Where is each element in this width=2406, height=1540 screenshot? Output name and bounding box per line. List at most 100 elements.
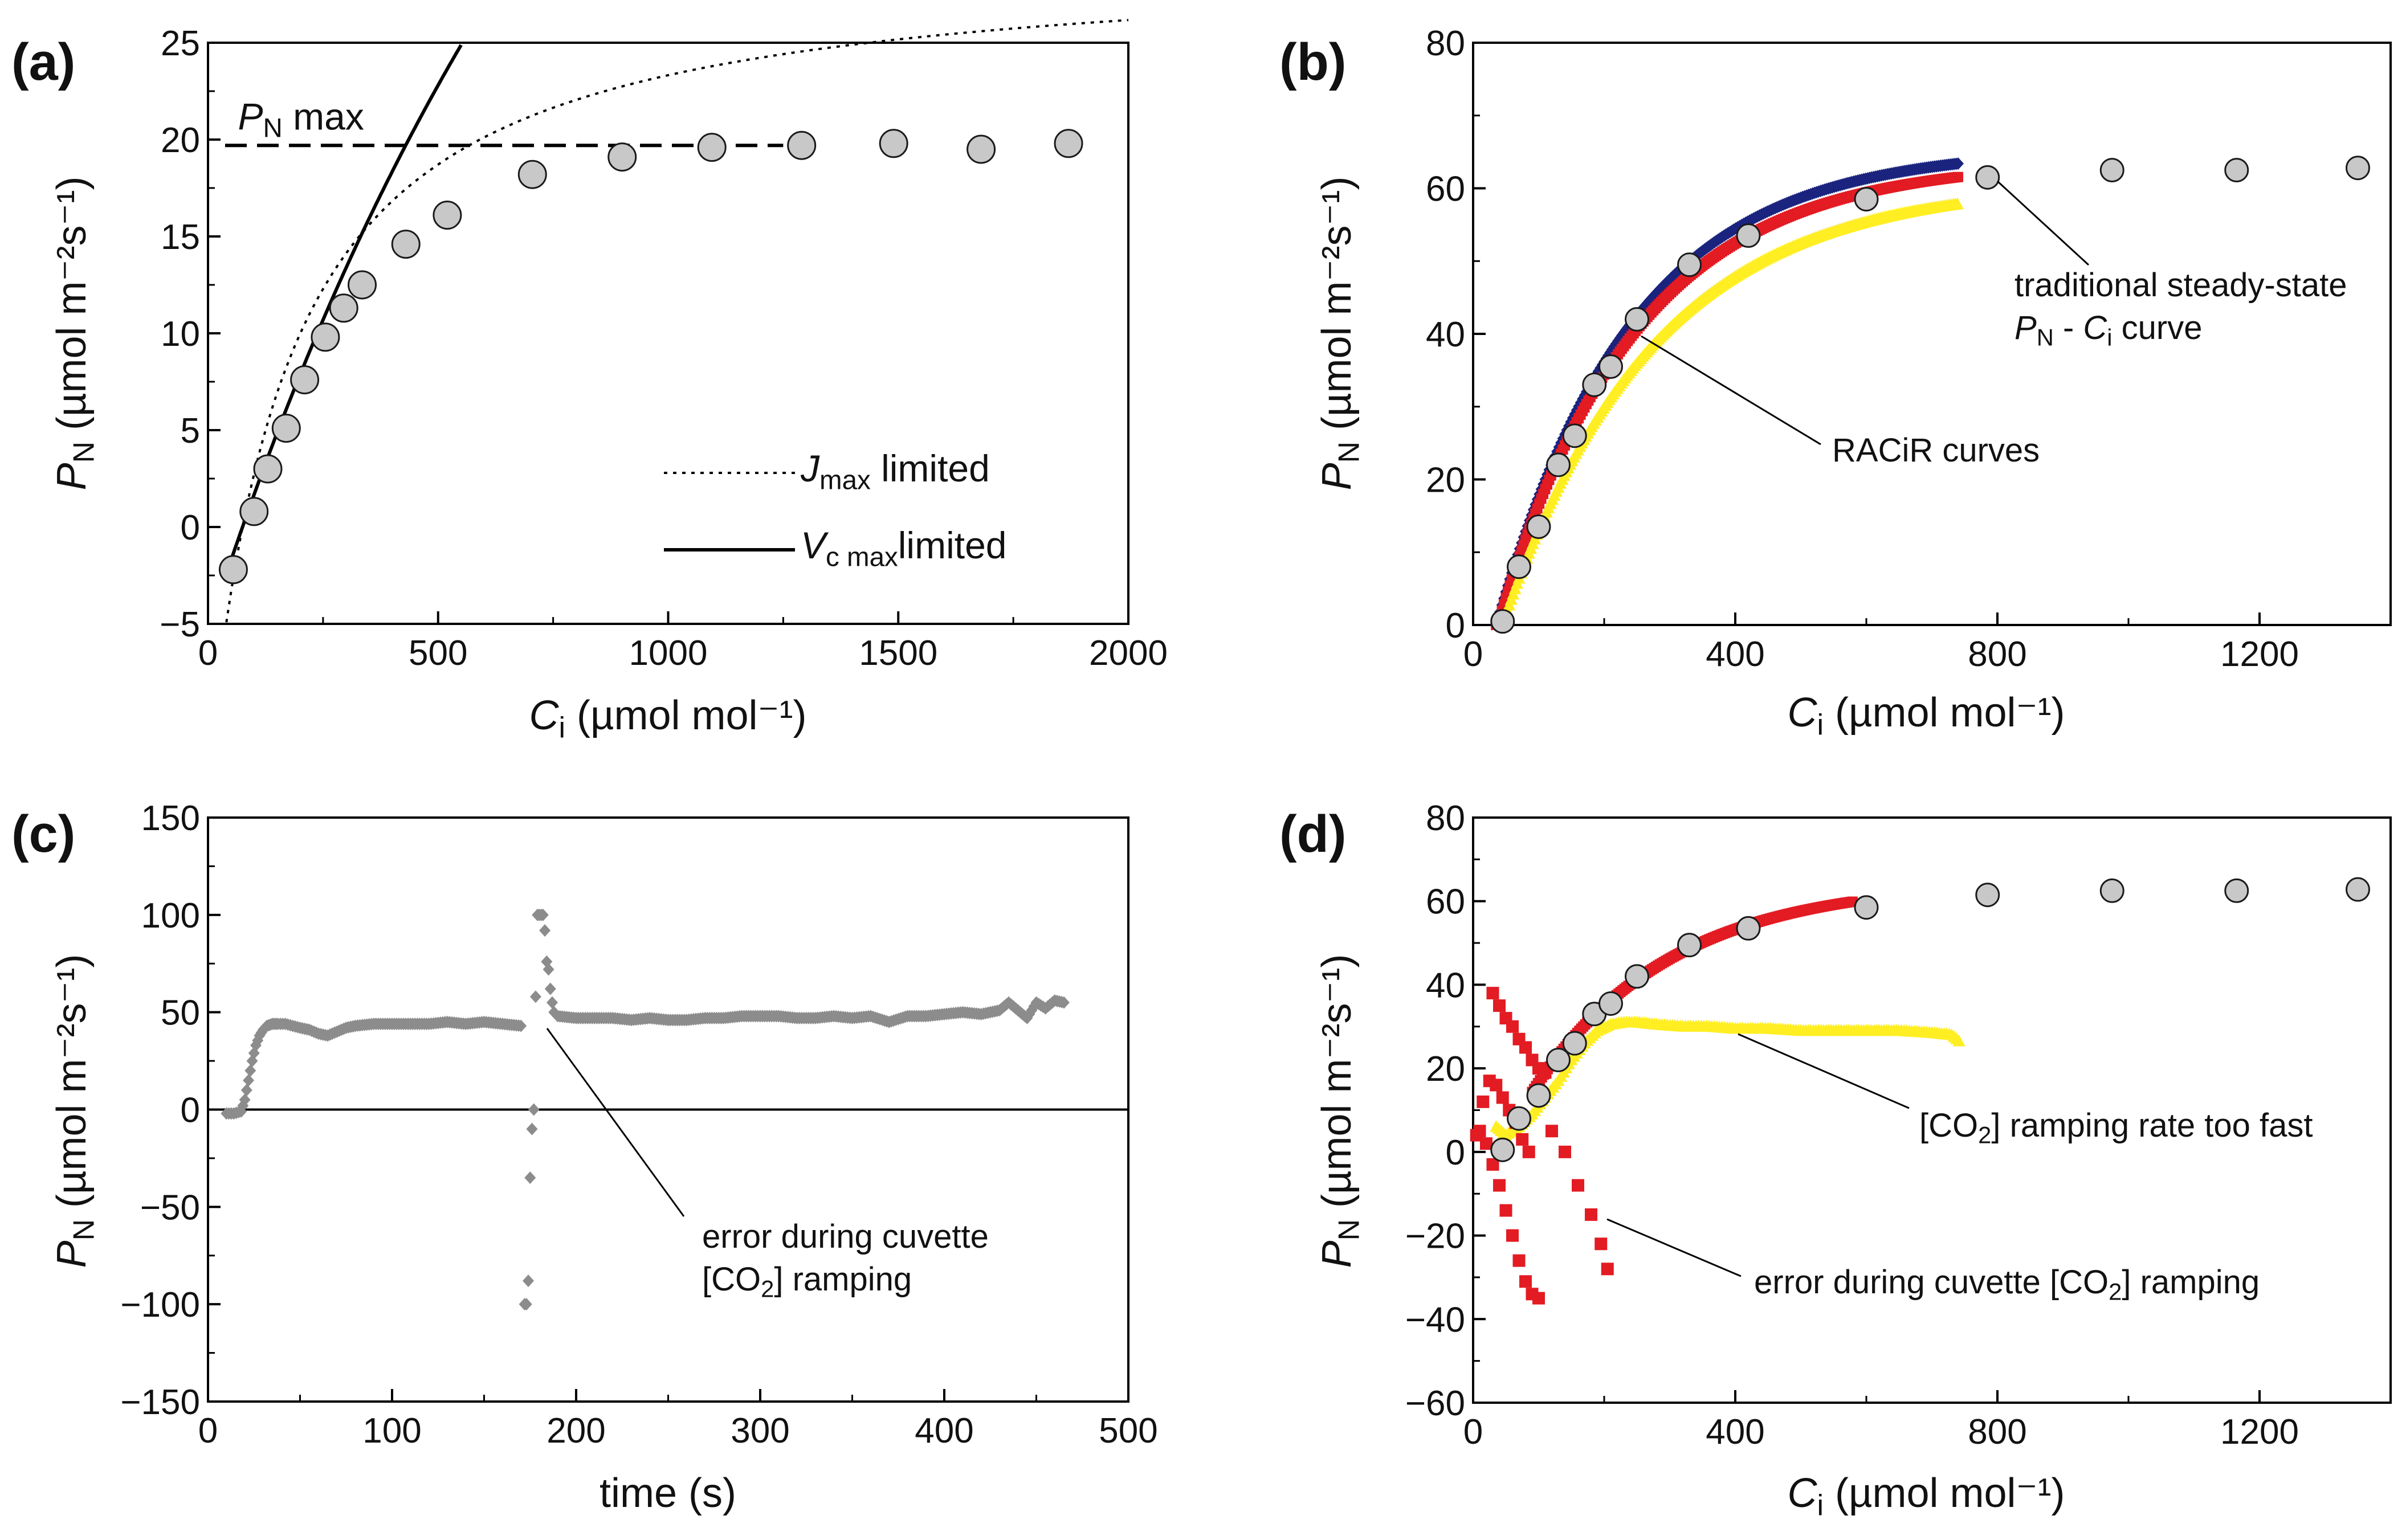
y-tick-label: 0	[1446, 1133, 1465, 1173]
steady-state-point	[271, 414, 301, 443]
y-axis-title-part: P	[49, 463, 95, 490]
time-series-point	[244, 1064, 256, 1077]
x-axis-title: Ci (µmol mol⁻¹)	[529, 693, 807, 744]
error-ramp-point	[1601, 1263, 1614, 1276]
time-series-point	[240, 1084, 252, 1097]
steady-state-label-2-part: P	[2014, 309, 2037, 346]
y-axis-title-part: N	[67, 1219, 100, 1240]
steady-state-point	[1625, 307, 1649, 332]
steady-state-point	[879, 129, 908, 158]
error-ramp-point	[1512, 1254, 1526, 1267]
steady-state-point	[1736, 916, 1761, 941]
time-series-point	[243, 1074, 255, 1087]
steady-state-point	[1490, 1137, 1515, 1162]
steady-state-point	[253, 454, 283, 484]
steady-state-point	[607, 142, 637, 172]
y-axis-title-part: N	[1332, 1219, 1365, 1240]
error-ramp-point	[1545, 1125, 1558, 1138]
error-ramp-point	[1493, 1179, 1506, 1192]
pn-max-label-part: N	[263, 113, 283, 144]
steady-state-point	[1507, 1106, 1531, 1131]
steady-state-point	[2224, 878, 2249, 903]
y-axis-title: PN (µmol m⁻²s⁻¹)	[1314, 177, 1365, 491]
fast-label-part: ] ramping rate too fast	[1991, 1107, 2313, 1144]
steady-state-point	[1526, 1083, 1551, 1108]
time-series-point	[515, 1019, 527, 1032]
steady-state-point	[1054, 129, 1083, 158]
x-axis-title-part: C	[1788, 1470, 1818, 1516]
steady-state-point	[2346, 877, 2370, 902]
steady-state-point	[1736, 223, 1761, 248]
x-axis-title-part: i	[1817, 708, 1824, 741]
racir-yellow-point	[1951, 197, 1964, 210]
y-tick-label: 20	[161, 121, 200, 160]
racir-leader	[1641, 335, 1821, 446]
y-tick-label: 40	[1426, 315, 1465, 354]
x-tick-label: 300	[731, 1411, 789, 1451]
y-tick-label: −50	[140, 1188, 200, 1227]
error-label-2-part: [CO	[702, 1261, 761, 1298]
error-ramp-point	[1470, 1129, 1483, 1142]
x-axis-title: Ci (µmol mol⁻¹)	[1788, 1470, 2065, 1522]
error-ramp-point	[1516, 1133, 1529, 1146]
time-series-point	[523, 1275, 535, 1288]
x-axis-title-part: (µmol mol⁻¹)	[1824, 1470, 2065, 1516]
steady-state-label-2-part: i	[2107, 324, 2112, 351]
steady-state-point	[1677, 933, 1702, 958]
y-tick-label: 40	[1426, 966, 1465, 1005]
fast-ramp-point	[1952, 1034, 1965, 1047]
x-tick-label: 400	[1706, 635, 1764, 674]
steady-state-point	[1562, 423, 1587, 448]
steady-state-point	[787, 130, 817, 160]
y-axis-title-part: P	[1314, 1240, 1360, 1268]
steady-state-point	[2224, 158, 2249, 183]
y-axis-title-part: N	[1332, 442, 1365, 463]
steady-state-point	[1975, 883, 2000, 908]
steady-state-leader	[1996, 180, 2090, 266]
steady-state-point	[1975, 165, 2000, 190]
error-ramp-point	[1499, 1204, 1512, 1217]
x-tick-label: 200	[547, 1411, 605, 1451]
panel-label: (a)	[11, 33, 75, 91]
steady-state-label-2-part: -	[2054, 309, 2083, 346]
time-series-point	[524, 1171, 536, 1184]
error-ramp-point	[1519, 1275, 1532, 1288]
jmax-curve	[225, 19, 1129, 623]
x-tick-label: 0	[1463, 635, 1483, 674]
y-tick-label: 5	[181, 411, 200, 451]
x-tick-label: 500	[409, 634, 467, 673]
y-tick-label: 80	[1426, 24, 1465, 63]
x-tick-label: 1200	[2220, 635, 2299, 674]
steady-state-point	[348, 270, 377, 300]
error-ramp-point	[1506, 1229, 1519, 1242]
y-axis-title: PN (µmol m⁻²s⁻¹)	[49, 954, 100, 1268]
steady-state-point	[1562, 1031, 1587, 1056]
y-axis-title: PN (µmol m⁻²s⁻¹)	[1314, 954, 1365, 1268]
y-tick-label: 100	[141, 896, 200, 936]
steady-state-point	[239, 497, 269, 526]
steady-state-point	[329, 293, 358, 323]
y-tick-label: −150	[120, 1383, 200, 1422]
time-series-point	[526, 1122, 538, 1135]
error-label-1: error during cuvette	[702, 1218, 989, 1255]
error-leader	[1606, 1218, 1742, 1277]
steady-state-point	[1625, 964, 1649, 989]
y-tick-label: 60	[1426, 883, 1465, 922]
y-tick-label: 15	[161, 218, 200, 257]
steady-state-point	[311, 322, 340, 352]
legend-jmax-label-part: max	[819, 465, 871, 495]
plot-frame	[1472, 42, 2392, 626]
time-series-point	[529, 990, 541, 1003]
steady-state-point	[2099, 158, 2124, 183]
racir-red-point	[1953, 171, 1963, 182]
x-tick-label: 1200	[2220, 1412, 2299, 1452]
error-leader	[546, 1028, 685, 1217]
time-series-point	[539, 924, 551, 937]
time-series-point	[547, 996, 558, 1009]
pn-max-label-part: P	[238, 95, 263, 137]
pn-max-label-part: max	[283, 95, 364, 137]
x-axis-title-part: i	[1817, 1489, 1824, 1522]
legend-vcmax-label-part: V	[801, 524, 829, 566]
